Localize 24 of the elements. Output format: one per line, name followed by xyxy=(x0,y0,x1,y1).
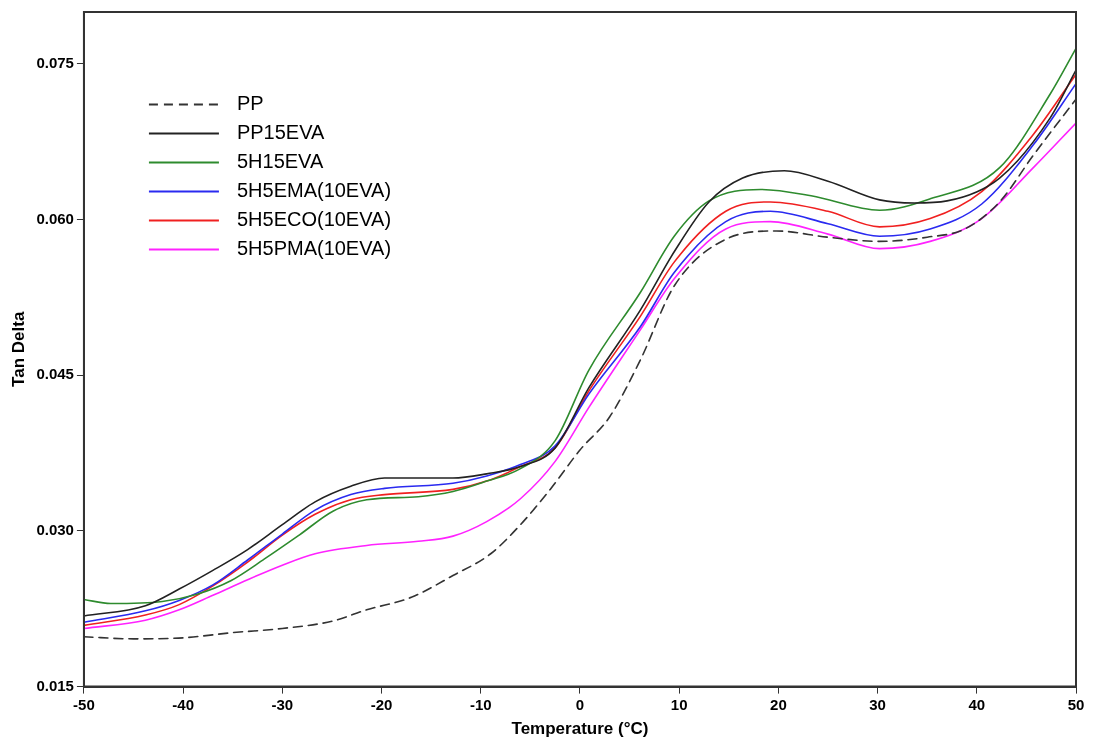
y-axis-title: Tan Delta xyxy=(8,311,28,387)
y-tick-label: 0.030 xyxy=(36,521,74,539)
x-tick-label: 10 xyxy=(670,695,688,713)
legend-label: 5H5EMA(10EVA) xyxy=(236,179,392,202)
y-tick-label: 0.015 xyxy=(36,676,74,694)
legend-label: PP15EVA xyxy=(236,121,326,144)
legend-label: 5H5ECO(10EVA) xyxy=(236,208,392,231)
y-tick-label: 0.045 xyxy=(36,365,74,383)
legend-label: PP xyxy=(236,92,264,115)
x-tick-label: -50 xyxy=(73,695,95,713)
x-tick-label: 20 xyxy=(770,695,787,713)
legend-label: 5H15EVA xyxy=(236,150,324,173)
x-tick-label: 50 xyxy=(1067,695,1085,713)
x-tick-label: -30 xyxy=(271,695,294,713)
x-tick-label: -10 xyxy=(469,695,492,713)
y-tick-label: 0.060 xyxy=(36,209,74,227)
x-axis-title: Temperature (°C) xyxy=(511,719,649,739)
legend-label: 5H5PMA(10EVA) xyxy=(236,237,392,260)
x-tick-label: 30 xyxy=(869,695,886,713)
x-tick-label: -40 xyxy=(172,695,194,713)
x-tick-label: 0 xyxy=(575,695,585,713)
x-tick-label: -20 xyxy=(370,695,393,713)
y-tick-label: 0.075 xyxy=(36,54,74,72)
x-tick-label: 40 xyxy=(968,695,986,713)
